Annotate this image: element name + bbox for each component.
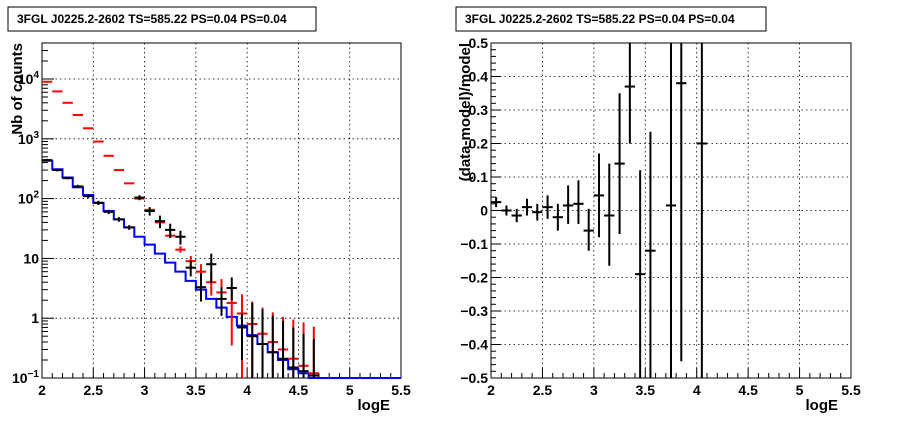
y-tick-label: 0.5	[469, 35, 489, 51]
y-tick-label: 0.3	[469, 102, 489, 118]
x-tick-label: 2	[487, 382, 495, 398]
y-tick-label: 0.1	[469, 169, 489, 185]
x-tick-label: 3	[590, 382, 598, 398]
model-histogram-line	[42, 159, 401, 379]
chart-title: 3FGL J0225.2-2602 TS=585.22 PS=0.04 PS=0…	[17, 12, 287, 26]
x-tick-label: 5.5	[841, 382, 861, 398]
x-tick-label: 3.5	[636, 382, 656, 398]
y-tick-label: 10−1	[12, 369, 39, 386]
x-tick-label: 5.5	[391, 382, 411, 398]
x-tick-label: 4	[243, 382, 251, 398]
residuals-panel: 3FGL J0225.2-2602 TS=585.22 PS=0.04 PS=0…	[455, 6, 861, 414]
x-tick-label: 4.5	[738, 382, 758, 398]
y-tick-label: −0.3	[460, 303, 488, 319]
y-tick-label: −0.4	[460, 337, 488, 353]
x-tick-label: 4	[693, 382, 701, 398]
title-box	[7, 6, 317, 32]
y-tick-label: 102	[18, 190, 40, 207]
title-box	[455, 6, 767, 32]
x-tick-label: 2.5	[533, 382, 553, 398]
y-tick-label: 0.2	[469, 136, 489, 152]
plot-frame	[41, 42, 402, 379]
chart-title: 3FGL J0225.2-2602 TS=585.22 PS=0.04 PS=0…	[465, 12, 735, 26]
x-tick-label: 3	[141, 382, 149, 398]
y-axis-label: (data-model)/model	[457, 43, 474, 181]
x-tick-label: 2.5	[84, 382, 104, 398]
y-tick-label: 1	[31, 310, 39, 326]
y-tick-label: −0.2	[460, 270, 488, 286]
x-tick-label: 2	[38, 382, 46, 398]
y-tick-label: −0.5	[460, 370, 488, 386]
x-tick-label: 5	[346, 382, 354, 398]
y-tick-label: 0.4	[469, 69, 489, 85]
counts-panel: 3FGL J0225.2-2602 TS=585.22 PS=0.04 PS=0…	[7, 6, 411, 414]
x-tick-label: 4.5	[289, 382, 309, 398]
x-axis-label: logE	[806, 397, 839, 414]
y-axis-label: Nb of counts	[9, 43, 26, 135]
x-axis-label: logE	[358, 397, 391, 414]
y-tick-label: 0	[480, 203, 488, 219]
x-tick-label: 3.5	[186, 382, 206, 398]
y-tick-label: −0.1	[460, 236, 488, 252]
y-tick-label: 10	[23, 250, 39, 266]
x-tick-label: 5	[796, 382, 804, 398]
